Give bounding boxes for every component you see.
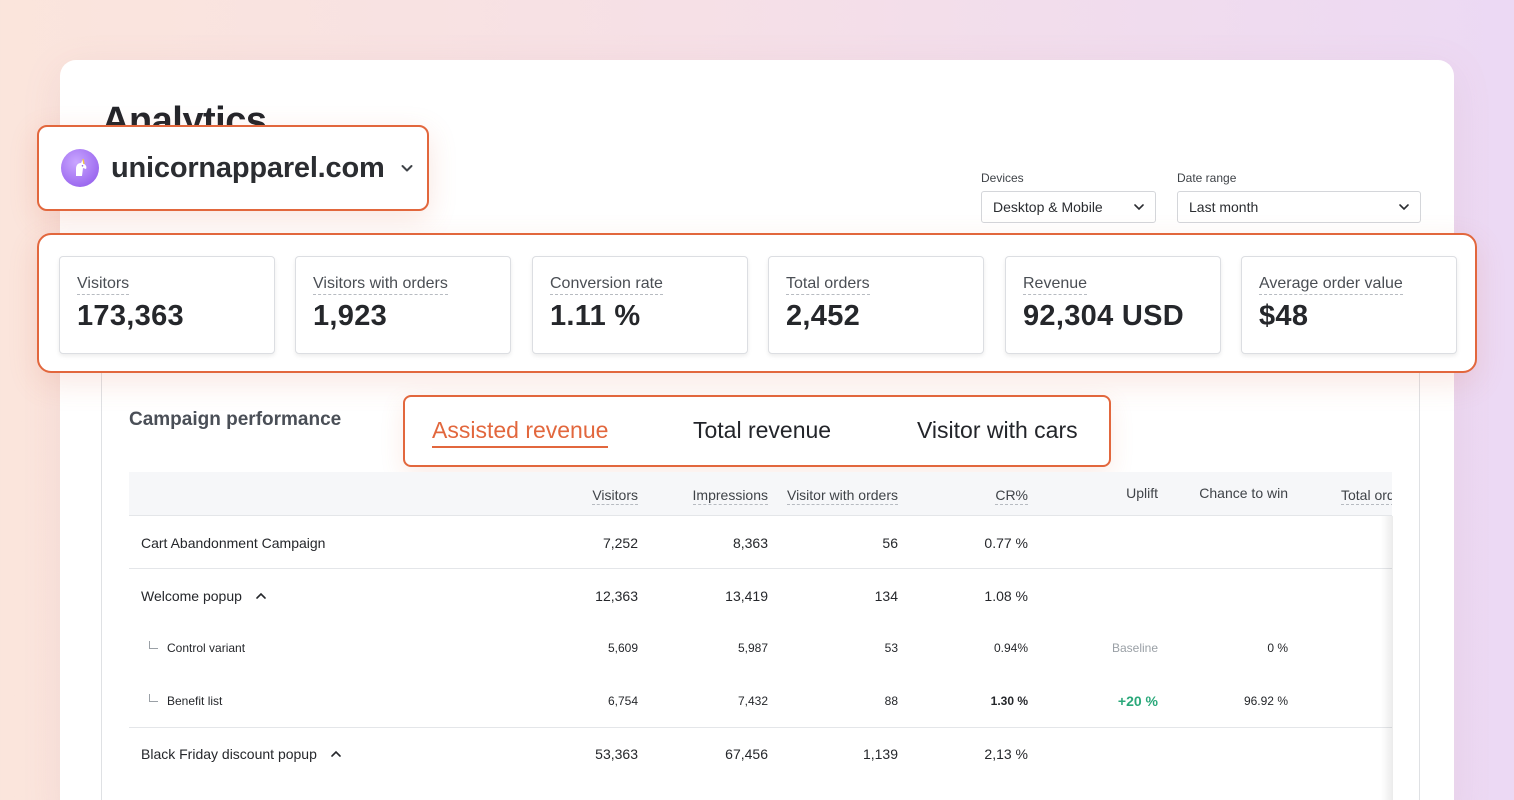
kpi-card-visitors: Visitors 173,363 <box>59 256 275 354</box>
orders-value: 134 <box>874 588 898 604</box>
visitors-value: 7,252 <box>602 535 638 551</box>
kpi-card-conversion-rate: Conversion rate 1.11 % <box>532 256 748 354</box>
kpi-label[interactable]: Total orders <box>786 275 870 295</box>
visitors-value: 6,754 <box>607 694 638 708</box>
chevron-down-icon <box>1399 204 1409 211</box>
campaign-name: Welcome popup <box>141 588 267 604</box>
chance-to-win-value: 0 % <box>1267 641 1288 655</box>
kpi-summary: Visitors 173,363 Visitors with orders 1,… <box>37 233 1477 373</box>
kpi-value: 1,923 <box>313 300 388 332</box>
orders-value: 1,139 <box>862 746 898 762</box>
visitors-value: 53,363 <box>595 746 638 762</box>
page-title: Analytics <box>102 100 267 126</box>
domain-name: unicornapparel.com <box>111 151 385 184</box>
kpi-label[interactable]: Average order value <box>1259 275 1403 295</box>
cr-value: 0.94% <box>993 641 1028 655</box>
kpi-card-total-orders: Total orders 2,452 <box>768 256 984 354</box>
col-visitors[interactable]: Visitors <box>592 487 638 505</box>
orders-value: 88 <box>884 694 898 708</box>
uplift-value: +20 % <box>1117 693 1158 709</box>
kpi-value: 92,304 USD <box>1023 300 1184 332</box>
orders-value: 56 <box>882 535 898 551</box>
domain-selector[interactable]: unicornapparel.com <box>37 125 429 211</box>
table-row[interactable]: Cart Abandonment Campaign 7,252 8,363 56… <box>129 516 1392 569</box>
table-row-variant[interactable]: Control variant 5,609 5,987 53 0.94% Bas… <box>129 622 1392 675</box>
unicorn-icon <box>61 149 99 187</box>
table-header: Visitors Impressions Visitor with orders… <box>129 472 1392 516</box>
devices-value: Desktop & Mobile <box>993 199 1103 215</box>
col-impressions[interactable]: Impressions <box>692 487 768 505</box>
kpi-label[interactable]: Visitors with orders <box>313 275 448 295</box>
kpi-value: 1.11 % <box>550 300 641 332</box>
chevron-up-icon[interactable] <box>330 748 342 760</box>
kpi-label[interactable]: Visitors <box>77 275 130 295</box>
devices-select[interactable]: Desktop & Mobile <box>981 191 1156 223</box>
col-uplift[interactable]: Uplift <box>1126 485 1158 501</box>
date-range-label: Date range <box>1177 171 1237 185</box>
kpi-card-revenue: Revenue 92,304 USD <box>1005 256 1221 354</box>
cr-value: 1.08 % <box>984 588 1028 604</box>
kpi-value: 2,452 <box>786 300 861 332</box>
impressions-value: 67,456 <box>725 746 768 762</box>
col-cr[interactable]: CR% <box>995 487 1028 505</box>
chevron-down-icon <box>401 165 413 172</box>
uplift-value: Baseline <box>1111 641 1158 655</box>
kpi-label[interactable]: Conversion rate <box>550 275 663 295</box>
metric-tabs: Assisted revenue Total revenue Visitor w… <box>403 395 1111 467</box>
visitors-value: 12,363 <box>595 588 638 604</box>
devices-label: Devices <box>981 171 1024 185</box>
variant-name: Control variant <box>167 641 246 655</box>
campaign-name: Black Friday discount popup <box>141 746 342 762</box>
table-row-variant[interactable]: Benefit list 6,754 7,432 88 1.30 % +20 %… <box>129 675 1392 728</box>
kpi-value: $48 <box>1259 300 1309 332</box>
tree-connector-icon <box>149 641 158 649</box>
table-row[interactable]: Welcome popup 12,363 13,419 134 1.08 % <box>129 569 1392 622</box>
col-visitor-with-orders[interactable]: Visitor with orders <box>786 487 898 505</box>
campaign-name: Cart Abandonment Campaign <box>141 535 326 551</box>
table-row[interactable]: Black Friday discount popup 53,363 67,45… <box>129 728 1392 781</box>
tab-visitor-with-cars[interactable]: Visitor with cars <box>917 417 1078 443</box>
orders-value: 53 <box>884 641 898 655</box>
impressions-value: 13,419 <box>725 588 768 604</box>
tab-assisted-revenue[interactable]: Assisted revenue <box>432 417 609 448</box>
chevron-down-icon <box>1134 204 1144 211</box>
kpi-label[interactable]: Revenue <box>1023 275 1088 295</box>
kpi-card-visitors-with-orders: Visitors with orders 1,923 <box>295 256 511 354</box>
kpi-value: 173,363 <box>77 300 184 332</box>
cr-value: 0.77 % <box>984 535 1028 551</box>
date-range-select[interactable]: Last month <box>1177 191 1421 223</box>
cr-value: 1.30 % <box>990 694 1028 708</box>
table-scroll-edge <box>1381 516 1393 800</box>
chance-to-win-value: 96.92 % <box>1243 694 1288 708</box>
campaign-performance-title: Campaign performance <box>129 409 342 430</box>
visitors-value: 5,609 <box>607 641 638 655</box>
impressions-value: 7,432 <box>737 694 768 708</box>
campaign-table: Visitors Impressions Visitor with orders… <box>129 472 1392 800</box>
kpi-card-average-order-value: Average order value $48 <box>1241 256 1457 354</box>
impressions-value: 5,987 <box>737 641 768 655</box>
variant-name: Benefit list <box>167 694 223 708</box>
impressions-value: 8,363 <box>732 535 768 551</box>
date-range-value: Last month <box>1189 199 1259 215</box>
tree-connector-icon <box>149 694 158 702</box>
cr-value: 2,13 % <box>984 746 1028 762</box>
tab-total-revenue[interactable]: Total revenue <box>693 417 832 443</box>
chevron-up-icon[interactable] <box>255 590 267 602</box>
col-chance-to-win[interactable]: Chance to win <box>1199 485 1288 501</box>
col-total-orders[interactable]: Total orders <box>1341 487 1392 505</box>
